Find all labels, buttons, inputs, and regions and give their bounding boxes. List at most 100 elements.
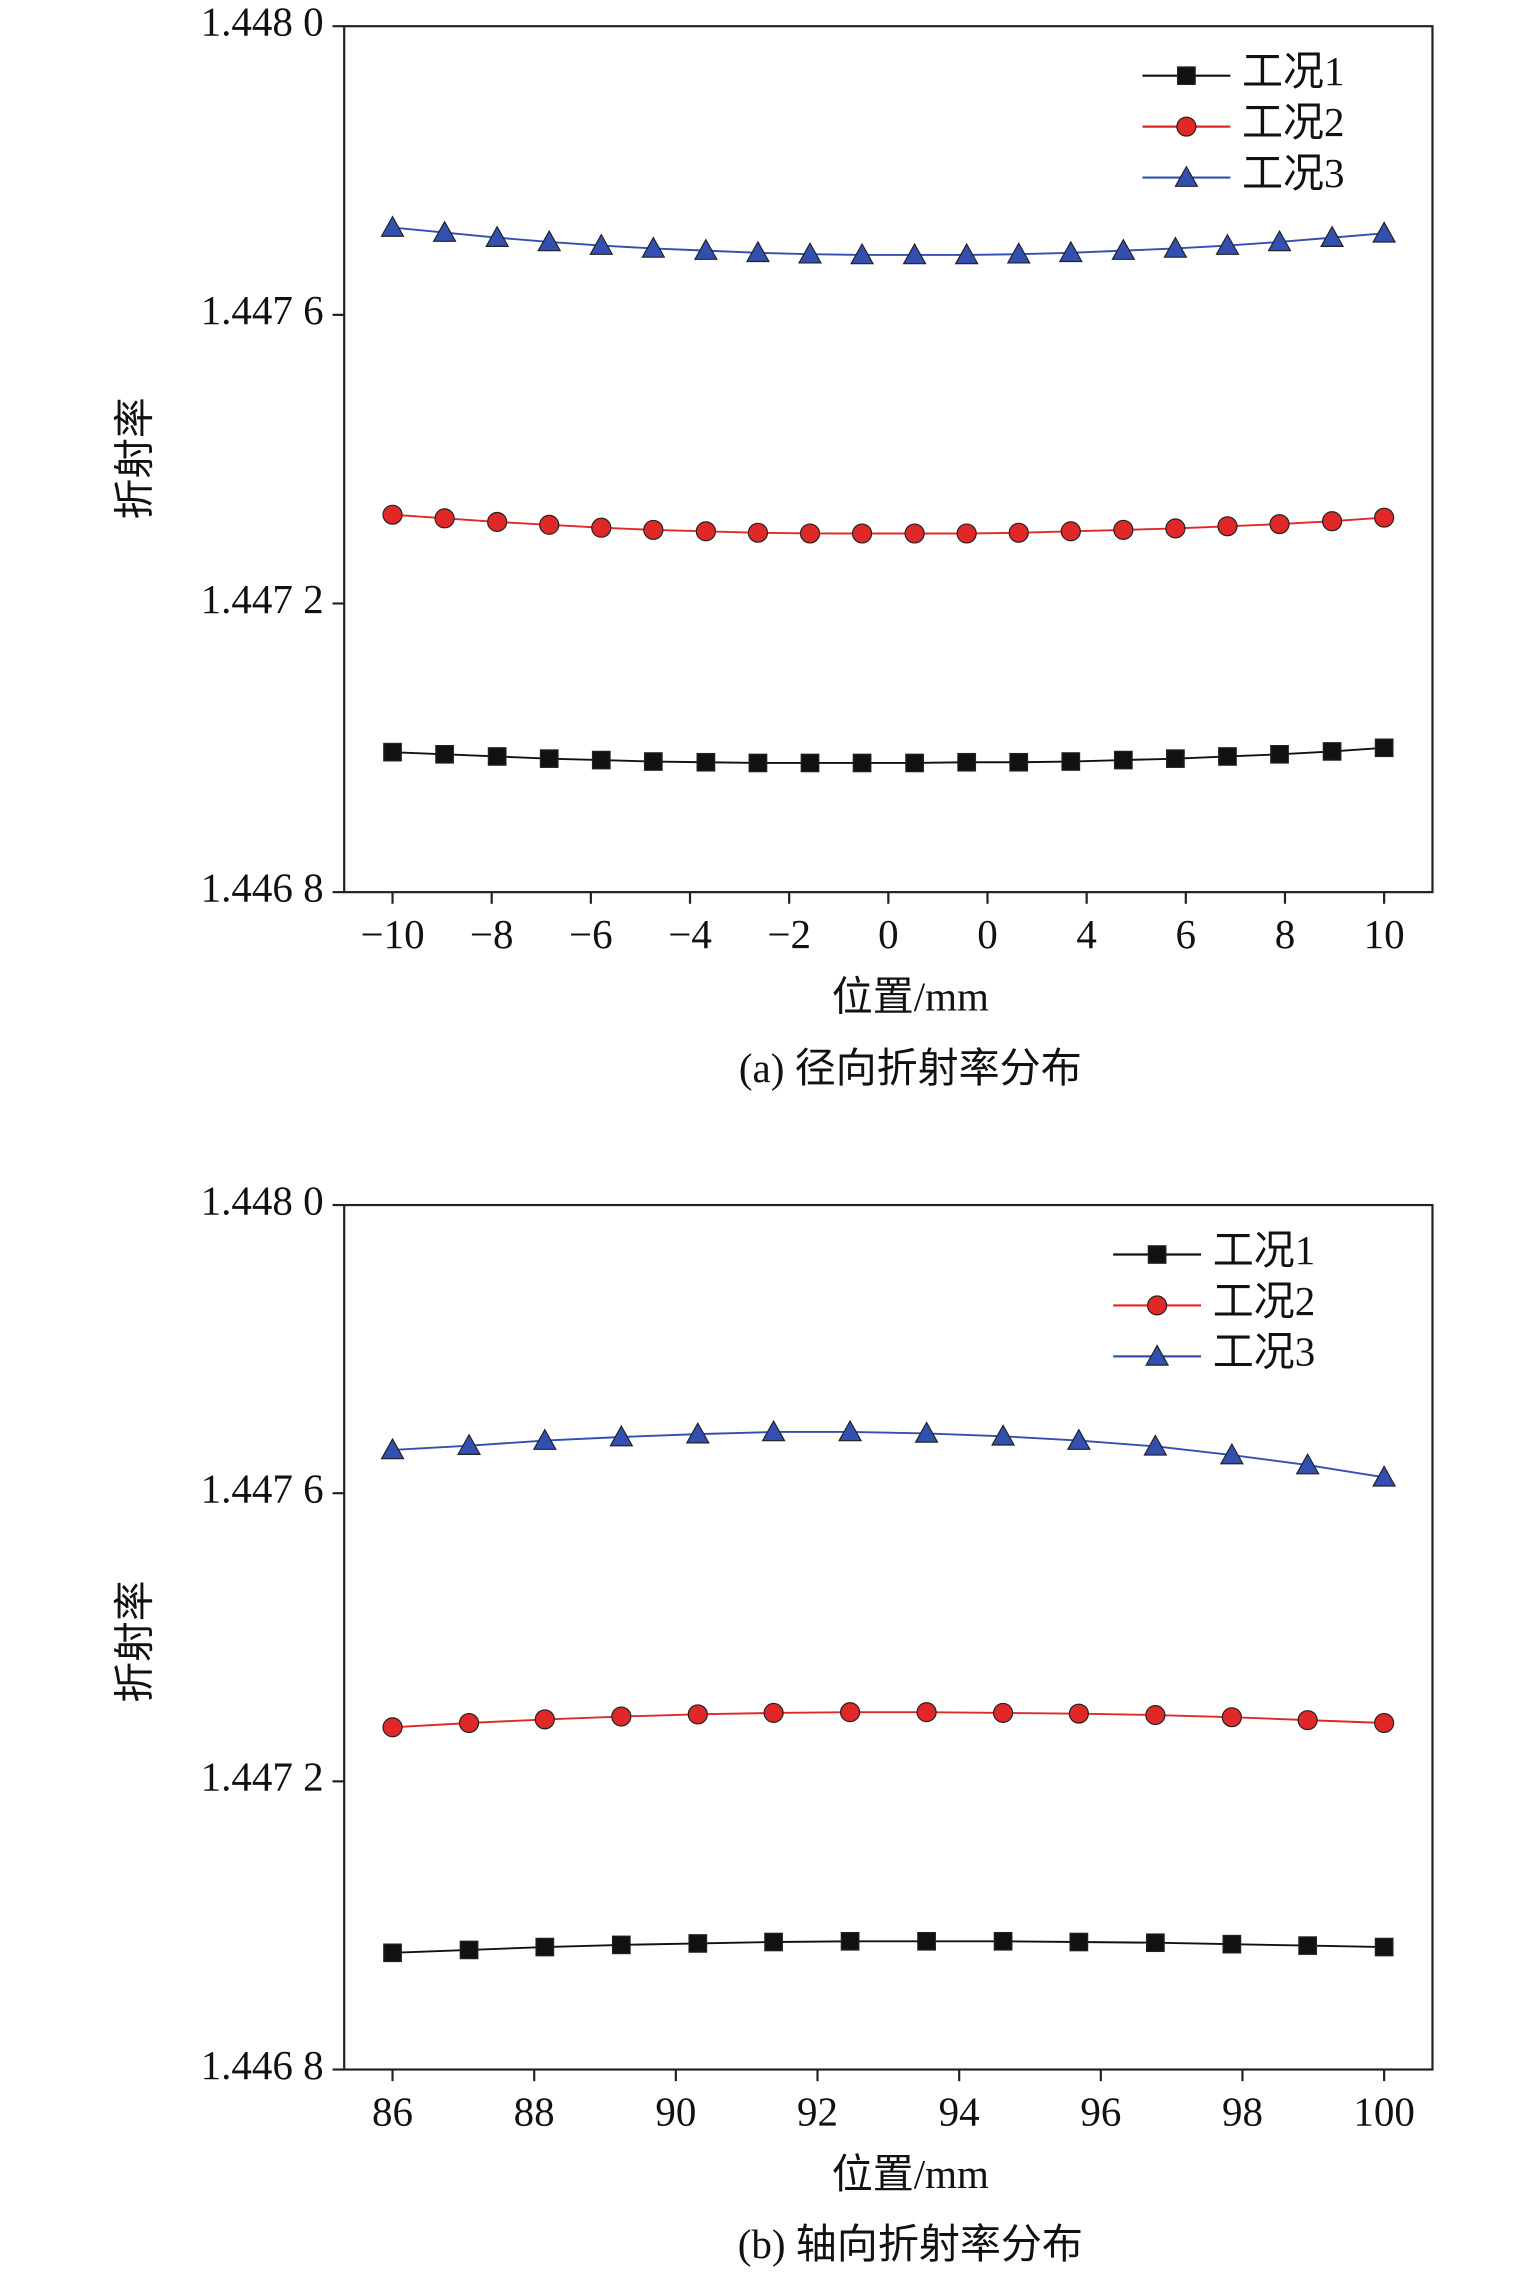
marker (458, 1712, 480, 1734)
marker (1221, 1707, 1242, 1728)
marker (687, 1704, 708, 1725)
marker (764, 1932, 783, 1952)
marker (840, 1931, 860, 1951)
chart: 1.446 8 1.447 2 1.447 6 1.448 0 86 88 90 92 94 96… (112, 1178, 1434, 2267)
x-tick-label: 4 (1076, 912, 1097, 957)
marker (1219, 1442, 1244, 1465)
marker (589, 233, 614, 255)
marker (745, 240, 770, 263)
marker (591, 750, 611, 770)
marker (696, 752, 716, 772)
marker (382, 504, 403, 525)
marker (534, 1709, 555, 1730)
x-tick-label: 8 (1275, 912, 1296, 957)
marker (383, 742, 402, 762)
marker (1165, 518, 1186, 539)
marker (917, 1931, 936, 1951)
marker (1372, 1465, 1397, 1487)
marker (643, 752, 663, 771)
marker (434, 508, 455, 529)
marker (1215, 233, 1240, 255)
marker (1372, 221, 1397, 243)
marker (957, 752, 977, 772)
marker (1068, 1703, 1089, 1724)
y-tick-label: 1.447 2 (201, 1755, 324, 1800)
marker (1374, 507, 1395, 528)
legend-marker (1147, 1295, 1168, 1316)
marker (1217, 516, 1238, 537)
legend-marker (1145, 1344, 1170, 1366)
marker (611, 1935, 631, 1955)
chart: 1.446 8 1.447 2 1.447 6 1.448 0 −10 −8 −6 −4 −2 0… (112, 0, 1434, 1091)
legend-marker (1174, 165, 1199, 187)
marker (748, 753, 768, 773)
marker (850, 242, 875, 265)
x-tick-label: 10 (1364, 912, 1405, 957)
marker (643, 519, 664, 540)
marker (1145, 1705, 1166, 1726)
marker (1163, 236, 1188, 258)
legend-label: 工况2 (1213, 1279, 1316, 1324)
marker (800, 753, 820, 773)
marker (956, 523, 977, 544)
marker (799, 523, 821, 544)
marker (902, 242, 927, 265)
marker (1166, 749, 1185, 768)
marker (1322, 742, 1342, 761)
marker (1374, 738, 1394, 758)
marker (798, 242, 822, 264)
marker (1218, 747, 1237, 766)
marker (1111, 238, 1136, 260)
marker (1321, 511, 1343, 532)
x-tick-label: 86 (372, 2090, 413, 2135)
x-tick-label: −6 (569, 912, 613, 957)
y-tick-label: 1.448 0 (201, 1178, 324, 1223)
x-tick-label: 98 (1222, 2090, 1263, 2135)
marker (838, 1419, 863, 1442)
marker (383, 1943, 402, 1963)
marker (992, 1702, 1014, 1723)
marker (535, 1937, 555, 1957)
legend-label: 工况1 (1213, 1228, 1316, 1273)
marker (457, 1433, 482, 1455)
marker (1270, 744, 1289, 764)
marker (1145, 1933, 1165, 1953)
marker (685, 1422, 710, 1444)
marker (539, 749, 559, 768)
legend-label: 工况3 (1213, 1330, 1316, 1375)
marker (1006, 242, 1031, 264)
marker (688, 1934, 708, 1953)
x-axis-label: 位置/mm (832, 2152, 989, 2197)
x-tick-label: −8 (470, 912, 514, 957)
plot-frame (343, 1203, 1434, 2071)
legend-label: 工况1 (1242, 49, 1345, 94)
marker (1374, 1937, 1394, 1957)
legend-marker (1147, 1245, 1167, 1264)
marker (459, 1940, 479, 1960)
legend-label: 工况3 (1242, 151, 1345, 196)
marker (1269, 514, 1290, 535)
marker (591, 517, 612, 538)
marker (382, 1717, 403, 1738)
marker (954, 242, 979, 265)
marker (1298, 1936, 1318, 1955)
x-tick-label: 94 (939, 2090, 980, 2135)
marker (852, 753, 872, 773)
marker (991, 1424, 1016, 1446)
marker (1320, 225, 1345, 247)
x-tick-label: 96 (1080, 2090, 1121, 2135)
marker (611, 1706, 632, 1727)
marker (1297, 1710, 1318, 1731)
marker (1069, 1932, 1089, 1952)
x-tick-label: 100 (1353, 2090, 1415, 2135)
marker (695, 521, 716, 542)
chart-title: (b) 轴向折射率分布 (738, 2222, 1083, 2267)
x-tick-label: −10 (360, 912, 424, 957)
marker (1374, 1712, 1395, 1734)
marker (905, 753, 924, 773)
marker (1066, 1428, 1091, 1450)
marker (916, 1702, 937, 1723)
x-tick-label: 88 (514, 2090, 555, 2135)
legend-marker (1176, 116, 1197, 137)
